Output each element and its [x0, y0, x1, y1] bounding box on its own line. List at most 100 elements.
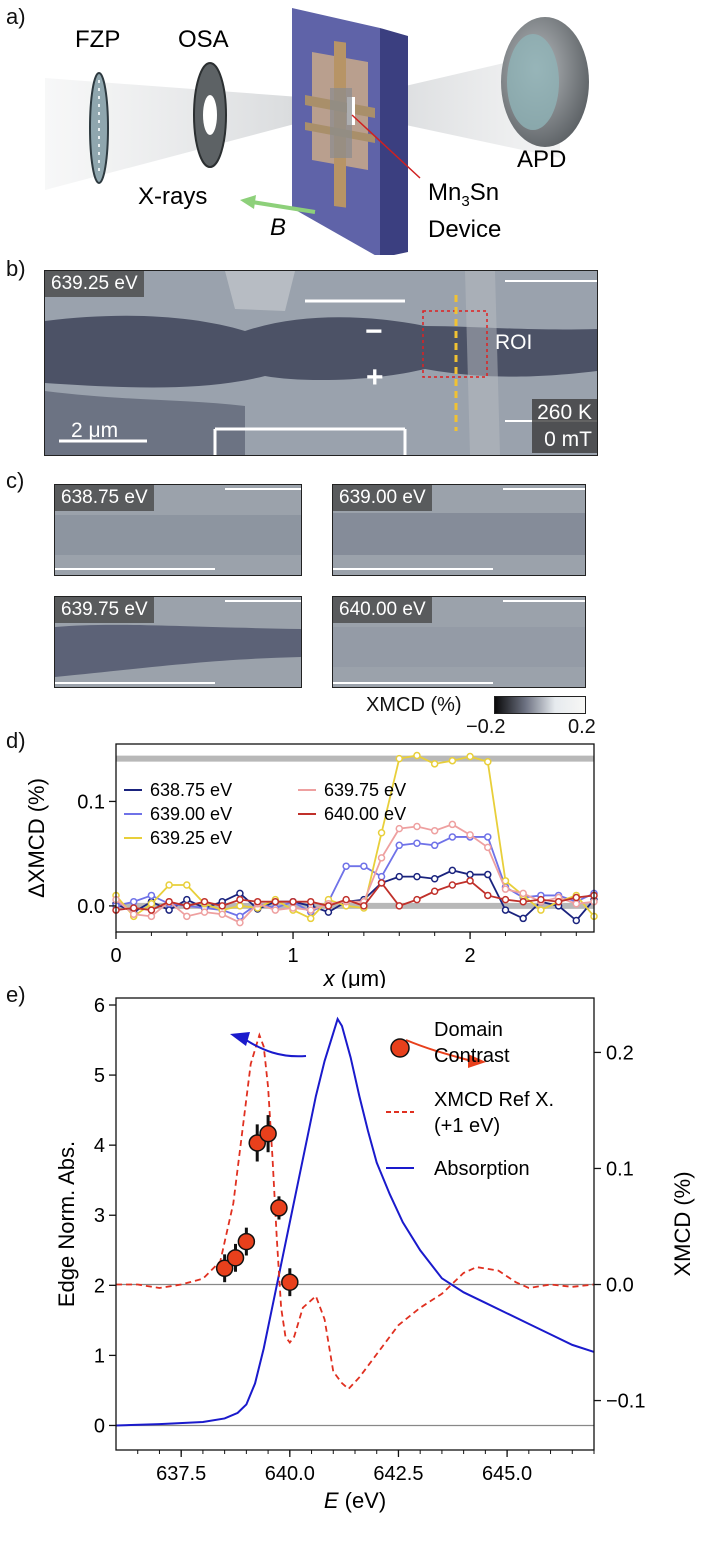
plot-frame: [115, 997, 595, 1451]
data-point: [165, 897, 173, 906]
data-point: [360, 862, 368, 870]
data-point: [466, 877, 474, 885]
data-point: [448, 820, 457, 829]
data-point: [501, 895, 510, 904]
data-point: [395, 824, 404, 833]
panel-a-label: a): [6, 4, 26, 29]
data-point: [448, 833, 457, 841]
data-point: [430, 826, 439, 835]
data-point: [430, 874, 439, 883]
data-point: [466, 870, 474, 879]
panel-e-label: e): [6, 982, 26, 1007]
data-point: [236, 912, 244, 921]
data-point: [519, 914, 527, 923]
data-point: [395, 872, 404, 881]
xray-beam-in: [45, 78, 340, 190]
xrays-label: X-rays: [138, 183, 207, 210]
data-point: [484, 843, 492, 852]
colorbar-max: 0.2: [568, 716, 596, 738]
legend-entry: Contrast: [434, 1045, 510, 1067]
data-point: [147, 912, 156, 921]
data-point: [413, 895, 421, 904]
data-point: [253, 897, 262, 906]
data-point: [413, 751, 421, 760]
y-tick-label-right: 0.1: [606, 1158, 634, 1180]
data-point: [183, 902, 191, 910]
data-point: [165, 881, 173, 889]
data-point: [271, 906, 280, 914]
domain-contrast-point: [259, 1124, 277, 1143]
data-point: [395, 841, 404, 850]
b-field-arrow: [251, 200, 316, 214]
panel-d-label: d): [6, 728, 26, 753]
legend-entry: XMCD Ref X.: [434, 1089, 554, 1111]
data-point: [484, 870, 492, 879]
data-point: [183, 912, 191, 921]
legend-entry: Domain: [434, 1019, 503, 1041]
data-point: [183, 895, 191, 904]
data-point: [271, 897, 280, 906]
y-tick-label-left: 3: [94, 1205, 105, 1227]
data-point: [430, 887, 439, 896]
data-point: [466, 831, 474, 839]
data-point: [360, 902, 368, 910]
data-point: [484, 758, 492, 766]
plus-domain-label: +: [366, 361, 384, 394]
y-tick-label: 0.1: [77, 791, 105, 813]
device-label: Mn3Sn: [428, 179, 499, 210]
data-point: [200, 897, 209, 906]
osa-label: OSA: [178, 26, 229, 53]
data-point: [466, 752, 474, 761]
series-line: [115, 754, 595, 920]
map-energy-label: 638.75 eV: [55, 485, 154, 511]
data-point: [501, 906, 510, 914]
data-point: [324, 902, 333, 910]
x-axis-label: E (eV): [324, 1488, 386, 1513]
legend-marker-domain: [390, 1038, 410, 1058]
absorption-line: [115, 1016, 595, 1427]
right-axis-arrow: [405, 1039, 469, 1061]
x-tick-label: 637.5: [156, 1463, 206, 1485]
legend-entry: 639.25 eV: [150, 828, 232, 848]
data-point: [218, 902, 226, 910]
xmcd-map-main: 639.25 eV − + ROI 2 μm 260 K 0 mT: [44, 270, 598, 456]
data-point: [129, 910, 138, 918]
left-axis-arrow: [245, 1039, 307, 1058]
right-axis-arrowhead: [468, 1054, 486, 1068]
y-tick-label-right: 0.0: [606, 1275, 634, 1297]
data-point: [395, 754, 404, 763]
data-point: [306, 897, 315, 906]
x-tick-label: 2: [465, 945, 476, 967]
series-line: [115, 836, 595, 918]
data-point: [236, 889, 244, 898]
data-point: [147, 906, 156, 914]
legend-entry: 638.75 eV: [150, 780, 232, 800]
data-point: [377, 872, 386, 881]
spectrum-chart: 637.5 640.0 642.5 645.0 0 1 2 3 4 5 6 −0.1 0.0 0.1 0.2…: [54, 995, 695, 1513]
xmcd-map-639-00: 639.00 eV: [332, 484, 586, 576]
data-point: [147, 891, 156, 900]
x-tick-label: 1: [287, 945, 298, 967]
data-point: [448, 866, 457, 875]
data-point: [484, 833, 492, 841]
data-point: [448, 881, 457, 889]
data-point: [430, 841, 439, 850]
data-point: [165, 906, 173, 914]
data-point: [413, 872, 421, 881]
data-point: [200, 908, 209, 916]
data-point: [519, 889, 527, 898]
xmcd-ref-line: [116, 1032, 595, 1391]
y-tick-label-left: 4: [94, 1135, 105, 1157]
domain-contrast-point: [226, 1249, 245, 1267]
data-point: [129, 904, 138, 912]
x-tick-label: 640.0: [265, 1463, 315, 1485]
y-tick-label-right: −0.1: [606, 1391, 645, 1413]
data-point: [395, 902, 404, 910]
y-tick-label-right: 0.2: [606, 1042, 634, 1064]
data-point: [218, 910, 226, 918]
colorbar-label: XMCD (%): [366, 694, 462, 716]
legend-entry: Absorption: [434, 1158, 530, 1180]
scale-bar-label: 2 μm: [71, 419, 119, 442]
fzp-label: FZP: [75, 26, 120, 53]
domain-minus: [45, 315, 597, 388]
